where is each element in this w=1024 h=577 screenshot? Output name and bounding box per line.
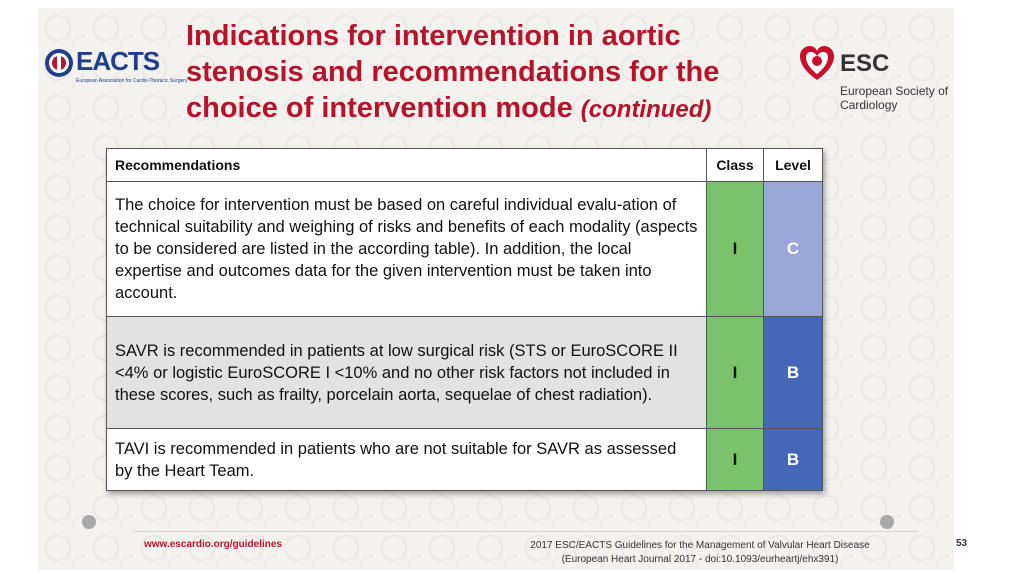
decorative-dot-left bbox=[82, 515, 96, 529]
table-row: The choice for intervention must be base… bbox=[106, 181, 823, 317]
class-cell: I bbox=[706, 181, 764, 317]
guidelines-link[interactable]: www.escardio.org/guidelines bbox=[144, 539, 282, 550]
esc-logo-subtitle: European Society of Cardiology bbox=[840, 84, 949, 112]
esc-logo: ESC European Society of Cardiology bbox=[796, 42, 948, 117]
level-cell: B bbox=[763, 316, 823, 429]
header-recommendations: Recommendations bbox=[106, 148, 707, 182]
recommendation-text: SAVR is recommended in patients at low s… bbox=[106, 316, 707, 429]
esc-heart-icon bbox=[800, 46, 834, 80]
title-main: Indications for intervention in aortic s… bbox=[186, 20, 720, 124]
recommendations-table: Recommendations Class Level The choice f… bbox=[106, 148, 823, 491]
footer-divider bbox=[132, 531, 918, 532]
class-cell: I bbox=[706, 428, 764, 491]
title-suffix: (continued) bbox=[580, 96, 712, 123]
footer-citation: 2017 ESC/EACTS Guidelines for the Manage… bbox=[500, 539, 900, 567]
class-cell: I bbox=[706, 316, 764, 429]
level-cell: B bbox=[763, 428, 823, 491]
eacts-logo-subtitle: European Association for Cardio-Thoracic… bbox=[76, 78, 188, 84]
table-row: TAVI is recommended in patients who are … bbox=[106, 428, 823, 491]
citation-line-1: 2017 ESC/EACTS Guidelines for the Manage… bbox=[530, 540, 870, 551]
decorative-dot-right bbox=[880, 515, 894, 529]
page-title: Indications for intervention in aortic s… bbox=[186, 18, 786, 128]
esc-logo-text: ESC bbox=[840, 50, 890, 77]
table-header-row: Recommendations Class Level bbox=[106, 148, 823, 182]
page-number: 53 bbox=[956, 538, 968, 549]
recommendation-text: The choice for intervention must be base… bbox=[106, 181, 707, 317]
level-cell: C bbox=[763, 181, 823, 317]
citation-line-2: (European Heart Journal 2017 - doi:10.10… bbox=[561, 554, 839, 565]
eacts-logo: EACTS European Association for Cardio-Th… bbox=[44, 42, 188, 92]
eacts-emblem-icon bbox=[45, 49, 73, 77]
header-class: Class bbox=[706, 148, 764, 182]
table-row: SAVR is recommended in patients at low s… bbox=[106, 316, 823, 429]
recommendation-text: TAVI is recommended in patients who are … bbox=[106, 428, 707, 491]
header-level: Level bbox=[763, 148, 823, 182]
eacts-logo-text: EACTS bbox=[76, 46, 160, 76]
